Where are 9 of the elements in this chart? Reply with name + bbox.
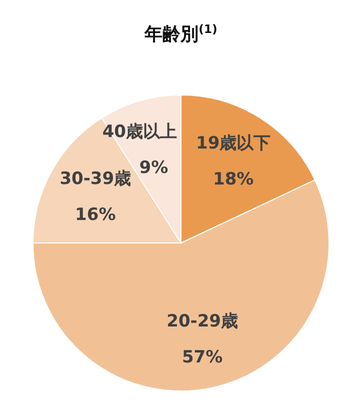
slice-label: 20-29歳 — [166, 311, 238, 332]
slice-label: 19歳以下 — [196, 134, 271, 154]
slice-label: 30-39歳 — [60, 168, 132, 189]
slice-label: 40歳以上 — [102, 122, 177, 142]
data-label: 16% — [75, 204, 116, 225]
data-label: 57% — [182, 347, 223, 368]
title: 年齢別$^{(1)}$ — [144, 22, 218, 45]
data-label: 9% — [139, 158, 168, 178]
data-label: 18% — [212, 170, 254, 190]
